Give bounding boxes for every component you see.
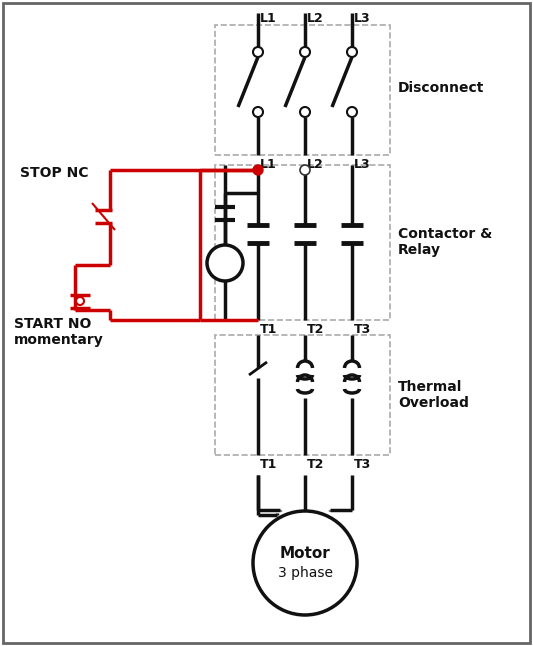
- Text: L3: L3: [354, 12, 370, 25]
- Circle shape: [76, 297, 84, 305]
- Text: L1: L1: [260, 158, 277, 171]
- Text: T2: T2: [307, 323, 325, 336]
- Circle shape: [300, 47, 310, 57]
- Text: 3 phase: 3 phase: [278, 566, 333, 580]
- Text: Motor: Motor: [280, 545, 330, 561]
- Text: L1: L1: [260, 12, 277, 25]
- Bar: [215, 25, 390, 155]
- Text: Disconnect: Disconnect: [398, 81, 484, 95]
- Circle shape: [347, 107, 357, 117]
- Text: START NO
momentary: START NO momentary: [14, 317, 104, 347]
- Circle shape: [300, 165, 310, 175]
- Text: T3: T3: [354, 323, 372, 336]
- Text: L3: L3: [354, 158, 370, 171]
- Text: STOP NC: STOP NC: [20, 166, 88, 180]
- Circle shape: [300, 107, 310, 117]
- Text: T2: T2: [307, 458, 325, 471]
- Bar: [215, 335, 390, 455]
- Circle shape: [253, 107, 263, 117]
- Text: T3: T3: [354, 458, 372, 471]
- Text: T1: T1: [260, 458, 277, 471]
- Text: L2: L2: [307, 158, 324, 171]
- Bar: [215, 165, 390, 320]
- Circle shape: [253, 47, 263, 57]
- Circle shape: [347, 47, 357, 57]
- Text: Thermal
Overload: Thermal Overload: [398, 380, 469, 410]
- Text: Contactor &
Relay: Contactor & Relay: [398, 227, 492, 257]
- Text: T1: T1: [260, 323, 277, 336]
- Circle shape: [253, 511, 357, 615]
- Circle shape: [253, 165, 263, 175]
- Circle shape: [207, 245, 243, 281]
- Text: L2: L2: [307, 12, 324, 25]
